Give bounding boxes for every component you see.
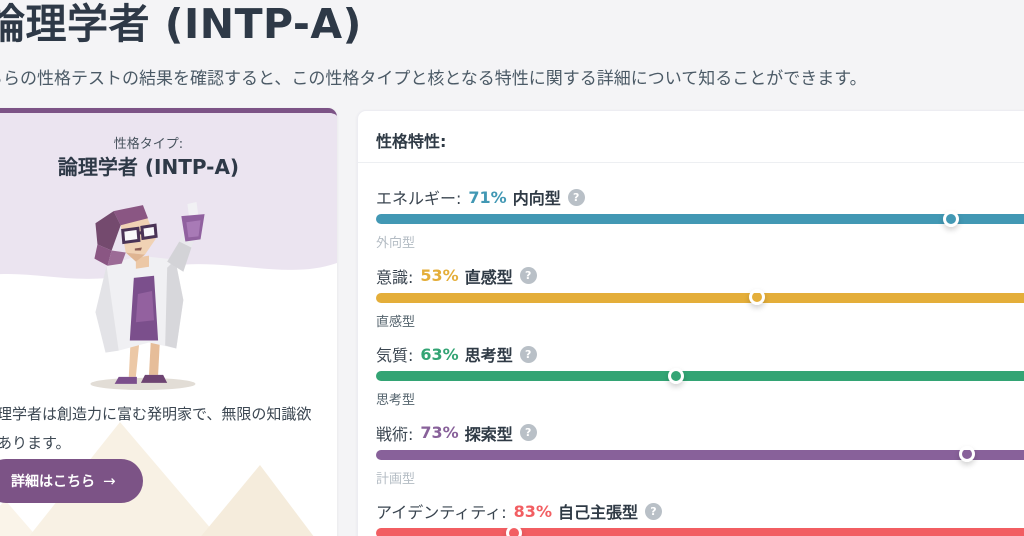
help-icon[interactable]: ? bbox=[519, 345, 537, 363]
help-icon[interactable]: ? bbox=[644, 502, 662, 520]
logician-avatar bbox=[74, 199, 224, 391]
help-icon[interactable]: ? bbox=[519, 267, 537, 284]
profile-card: 性格タイプ: 論理学者 (INTP-A) bbox=[0, 108, 337, 536]
trait-marker bbox=[943, 210, 960, 227]
trait-bottom-label: 計画型 bbox=[376, 471, 416, 487]
trait-bar-track bbox=[376, 289, 1024, 305]
trait-row: 気質: 63% 思考型 ? 思考型 bbox=[376, 343, 1024, 417]
trait-name: アイデンティティ: bbox=[376, 503, 507, 522]
trait-row: アイデンティティ: 83% 自己主張型 ? 自己主張型 bbox=[376, 500, 1024, 536]
trait-winner-label: 内向型 bbox=[512, 189, 561, 208]
trait-bar bbox=[376, 214, 1024, 224]
trait-label-line: 意識: 53% 直感型 ? bbox=[376, 265, 1024, 287]
trait-label-line: アイデンティティ: 83% 自己主張型 ? bbox=[376, 500, 1024, 522]
trait-row: 戦術: 73% 探索型 ? 計画型 bbox=[376, 422, 1024, 496]
details-button[interactable]: 詳細はこちら → bbox=[0, 459, 143, 503]
arrow-right-icon: → bbox=[103, 472, 116, 490]
trait-percent: 71% bbox=[468, 187, 507, 207]
personality-type-name: 論理学者 (INTP-A) bbox=[57, 155, 240, 179]
trait-label-line: 気質: 63% 思考型 ? bbox=[376, 343, 1024, 365]
trait-name: エネルギー: bbox=[376, 189, 462, 208]
trait-percent: 53% bbox=[420, 266, 459, 285]
trait-row: エネルギー: 71% 内向型 ? 外向型 bbox=[376, 186, 1024, 260]
trait-name: 気質: bbox=[376, 346, 414, 365]
help-icon[interactable]: ? bbox=[519, 424, 537, 441]
trait-marker bbox=[505, 524, 522, 536]
trait-marker bbox=[667, 367, 684, 384]
trait-rows: エネルギー: 71% 内向型 ? 外向型 意識: 53% 直感型 ? 直感型 気… bbox=[376, 181, 1024, 536]
trait-bar-track bbox=[376, 210, 1024, 227]
trait-bottom-label: 外向型 bbox=[376, 236, 416, 251]
trait-winner-label: 自己主張型 bbox=[557, 503, 638, 522]
page-title: 論理学者 (INTP-A) bbox=[0, 0, 362, 48]
trait-name: 意識: bbox=[376, 267, 414, 287]
trait-bar bbox=[376, 528, 1024, 536]
details-button-label: 詳細はこちら bbox=[11, 474, 95, 490]
trait-name: 戦術: bbox=[376, 424, 414, 444]
profile-description: 論理学者は創造力に富む発明家で、無限の知識欲があります。 bbox=[0, 405, 312, 452]
trait-bottom-label: 直感型 bbox=[376, 314, 416, 330]
trait-winner-label: 探索型 bbox=[464, 424, 513, 444]
divider bbox=[358, 162, 1024, 163]
trait-marker bbox=[959, 446, 976, 462]
personality-type-label: 性格タイプ: bbox=[113, 137, 184, 152]
trait-percent: 73% bbox=[420, 423, 459, 442]
page-subtitle: こちらの性格テストの結果を確認すると、この性格タイプと核となる特性に関する詳細に… bbox=[0, 69, 867, 89]
trait-row: 意識: 53% 直感型 ? 直感型 bbox=[376, 265, 1024, 339]
trait-bar bbox=[376, 371, 1024, 381]
trait-bar bbox=[376, 449, 1024, 460]
trait-bar-track bbox=[376, 524, 1024, 536]
trait-winner-label: 思考型 bbox=[464, 346, 513, 365]
trait-bar-track bbox=[376, 446, 1024, 462]
traits-heading: 性格特性: bbox=[376, 132, 447, 151]
help-icon[interactable]: ? bbox=[567, 188, 585, 206]
trait-winner-label: 直感型 bbox=[464, 267, 513, 287]
trait-label-line: エネルギー: 71% 内向型 ? bbox=[376, 186, 1024, 208]
trait-bottom-label: 思考型 bbox=[376, 393, 416, 408]
traits-panel: 性格特性: エネルギー: 71% 内向型 ? 外向型 意識: 53% 直感型 ?… bbox=[357, 110, 1024, 536]
trait-label-line: 戦術: 73% 探索型 ? bbox=[376, 422, 1024, 444]
trait-marker bbox=[748, 289, 765, 305]
trait-bar-track bbox=[376, 367, 1024, 384]
trait-percent: 63% bbox=[420, 344, 459, 364]
trait-percent: 83% bbox=[513, 501, 552, 521]
trait-bar bbox=[376, 292, 1024, 303]
